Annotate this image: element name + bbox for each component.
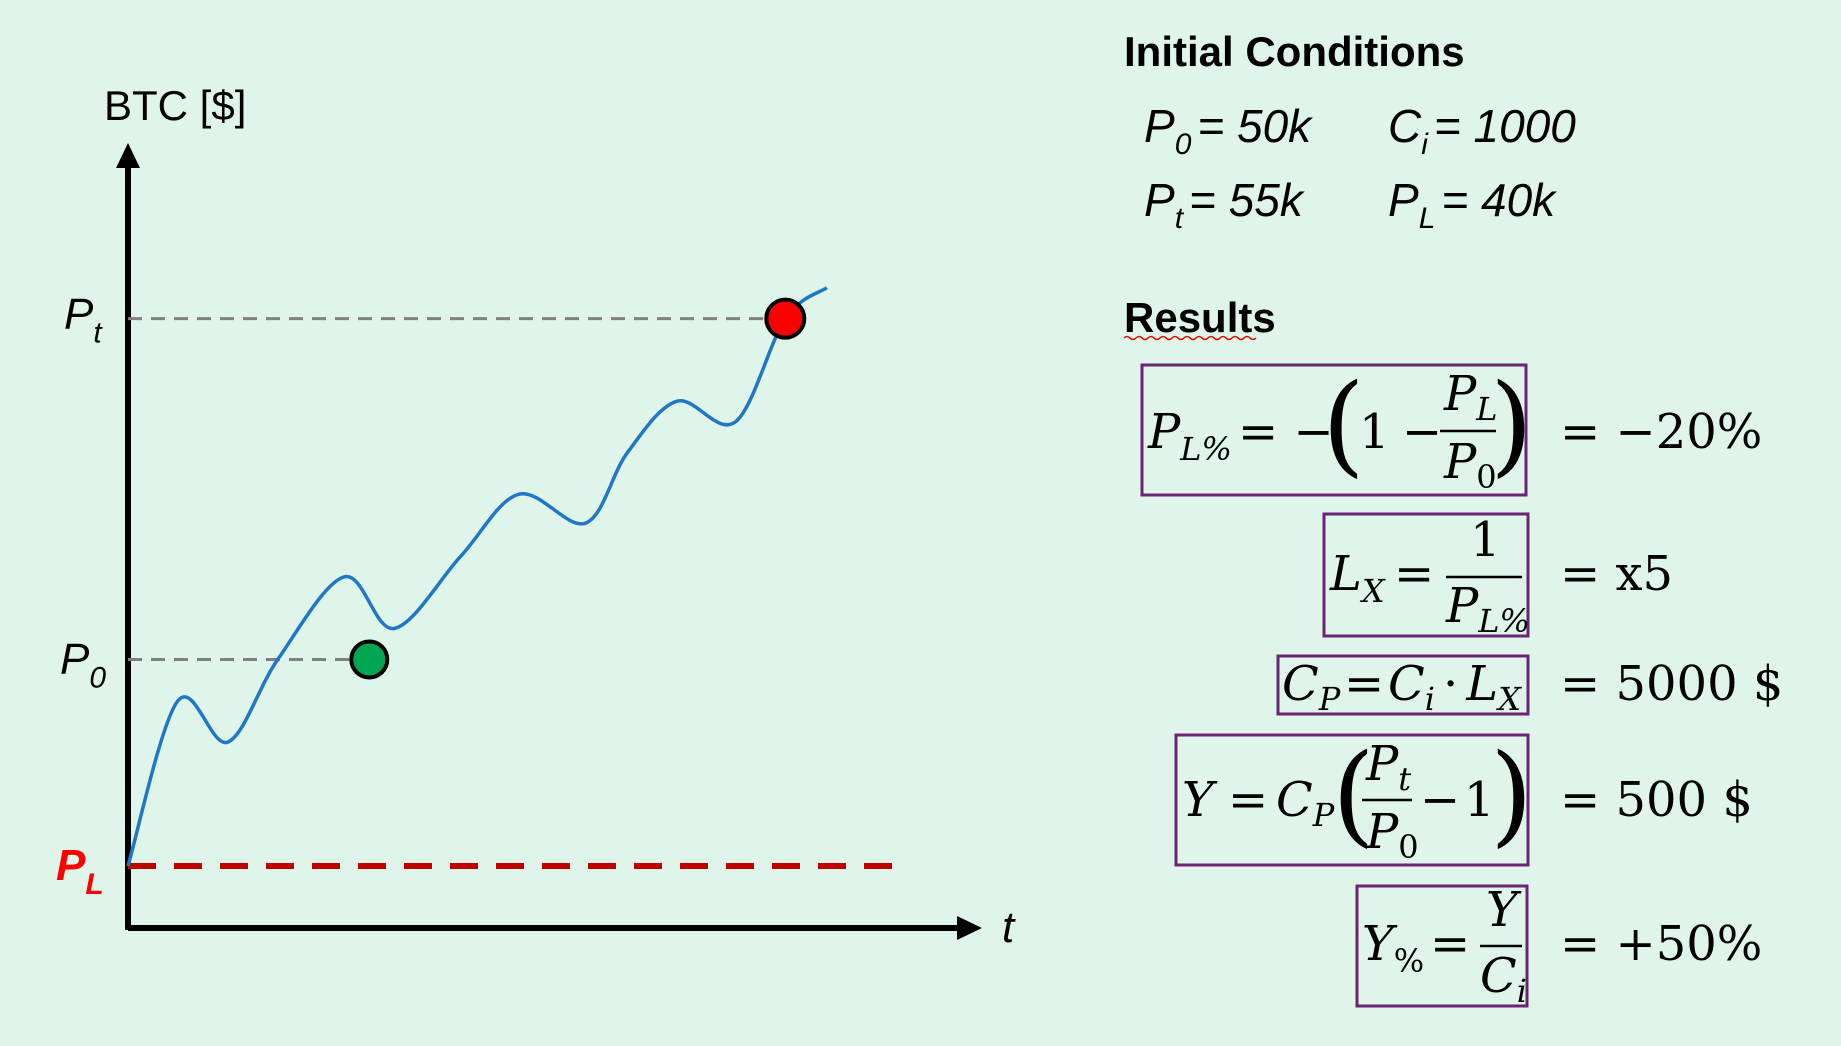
condition-pl: PL = 40k: [1388, 174, 1557, 235]
condition-pt: Pt = 55k: [1144, 174, 1305, 235]
equals: =: [1344, 656, 1384, 712]
paren-right: ): [1490, 360, 1533, 488]
paren-right: ): [1490, 730, 1533, 858]
result: = x5: [1560, 546, 1673, 602]
equals: = −: [1238, 404, 1334, 460]
minus: −: [1402, 404, 1442, 460]
frac-num: 1: [1470, 512, 1501, 568]
frac-num: Y: [1486, 882, 1522, 938]
equals: =: [1394, 546, 1434, 602]
x-axis-label: t: [1002, 903, 1016, 952]
one: 1: [1359, 404, 1390, 460]
result: = 500 $: [1560, 772, 1753, 828]
entry-marker: [351, 641, 387, 677]
lhs: Y: [1182, 772, 1218, 828]
equals: =: [1430, 916, 1470, 972]
condition-p0: P0 = 50k: [1144, 100, 1313, 161]
y-axis-label: BTC [$]: [104, 82, 246, 129]
minus: −: [1420, 772, 1460, 828]
initial-conditions-heading: Initial Conditions: [1124, 28, 1465, 75]
target-marker: [766, 300, 804, 338]
result: = 5000 $: [1560, 656, 1783, 712]
equals: =: [1228, 772, 1268, 828]
result: = −20%: [1560, 404, 1762, 460]
condition-ci: Ci = 1000: [1388, 100, 1576, 161]
results-heading: Results: [1124, 294, 1276, 341]
result: = +50%: [1560, 916, 1762, 972]
